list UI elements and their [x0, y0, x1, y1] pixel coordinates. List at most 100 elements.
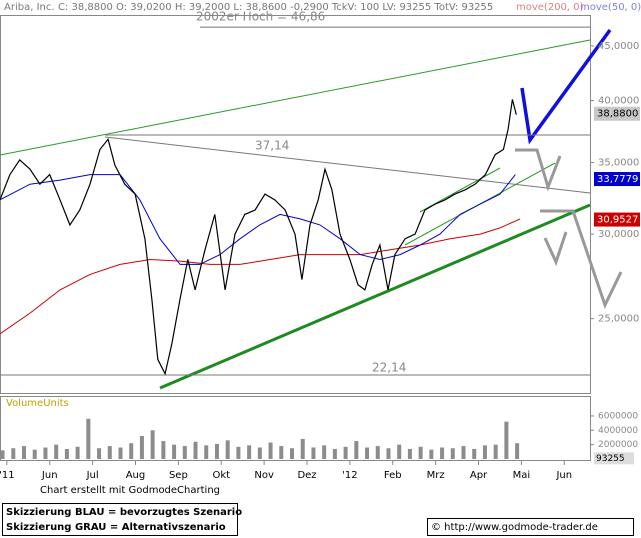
level-label: 22,14: [372, 361, 406, 375]
x-tick-label: Nov: [254, 470, 274, 481]
header-stats: C: 38,8800 O: 39,0200 H: 39,2000 L: 38,8…: [58, 2, 493, 13]
volume-tick-label: 4000000: [598, 426, 638, 436]
volume-bar: [429, 449, 434, 459]
volume-bar: [472, 448, 477, 459]
volume-bar: [150, 430, 155, 459]
volume-bar: [504, 421, 509, 459]
x-tick-label: Aug: [126, 470, 146, 481]
header-title: Ariba, Inc.: [4, 2, 55, 13]
y-tick-label: 25,0000: [598, 314, 639, 325]
volume-tick-label: 2000000: [598, 440, 638, 450]
scenario-gray: [515, 148, 562, 192]
credit: Chart erstellt mit GodmodeCharting: [40, 485, 220, 496]
volume-bar: [450, 448, 455, 459]
last-value-label: 30,9527: [597, 215, 638, 226]
x-tick-label: Okt: [212, 470, 230, 481]
x-tick-label: Jul: [86, 470, 99, 481]
url: © http://www.godmode-trader.de: [431, 522, 598, 533]
last-value-label: 38,8800: [597, 109, 638, 120]
moving-average: [0, 218, 521, 335]
volume-label: VolumeUnits: [6, 398, 69, 409]
x-tick-label: Jun: [41, 470, 58, 481]
header: Ariba, Inc. C: 38,8800 O: 39,0200 H: 39,…: [4, 2, 641, 13]
volume-bar: [214, 443, 219, 459]
volume-bar: [461, 446, 466, 459]
volume-bar: [289, 448, 294, 459]
volume-bar: [397, 444, 402, 459]
volume-tick-label: 6000000: [598, 411, 638, 421]
volume-bar: [97, 448, 102, 459]
volume-bar: [322, 445, 327, 459]
volume-bar: [407, 448, 412, 459]
x-tick-label: Mai: [513, 470, 531, 481]
volume-bar: [236, 446, 241, 459]
x-tick-label: Feb: [384, 470, 402, 481]
volume-bar: [193, 441, 198, 459]
y-tick-label: 40,0000: [598, 96, 639, 107]
legend-entry: move(200, 0): [516, 2, 584, 13]
volume-bar: [182, 446, 187, 459]
support-line: [159, 203, 591, 390]
volume-bar: [418, 446, 423, 459]
volume-bar: [493, 444, 498, 459]
volume-bar: [64, 448, 69, 459]
volume-bar: [386, 448, 391, 459]
volume-bar: [268, 442, 273, 459]
volume-bar: [43, 447, 48, 459]
x-tick-label: Jun: [555, 470, 572, 481]
level-label: 37,14: [255, 138, 289, 152]
volume-bar: [11, 448, 16, 459]
volume-bar: [440, 447, 445, 459]
x-tick-label: Sep: [169, 470, 188, 481]
url-box: [427, 518, 634, 536]
x-tick-label: '12: [342, 470, 357, 481]
note-box: [2, 503, 238, 536]
volume-bar: [247, 445, 252, 459]
volume-bar: [75, 446, 80, 459]
volume-bar: [311, 447, 316, 459]
scenario-blue: [520, 28, 612, 145]
price-line: [0, 99, 517, 376]
volume-bar: [332, 448, 337, 459]
level-label: 2002er Hoch = 46,86: [196, 10, 325, 24]
volume-frame: [0, 396, 591, 461]
volume-bar: [118, 447, 123, 459]
volume-bar: [86, 418, 91, 459]
volume-bar: [22, 446, 27, 459]
volume-bar: [343, 446, 348, 459]
volume-last-box: [594, 452, 634, 465]
x-tick-label: Mrz: [427, 470, 445, 481]
volume-bar: [139, 436, 144, 459]
main-frame: [0, 15, 591, 394]
y-tick-label: 30,0000: [598, 229, 639, 240]
volume-bar: [129, 443, 134, 459]
volume-bar: [257, 447, 262, 459]
volume-bar: [204, 445, 209, 459]
volume-bar: [482, 445, 487, 459]
volume-bar: [161, 441, 166, 459]
y-tick-label: 45,0000: [598, 41, 639, 52]
volume-bar: [279, 446, 284, 459]
volume-bar: [300, 438, 305, 459]
x-tick-label: Dez: [297, 470, 316, 481]
legend-entry: move(50, 0): [580, 2, 641, 13]
last-value-box: [594, 172, 640, 187]
volume-bar: [225, 440, 230, 459]
volume-bar: [365, 447, 370, 459]
volume-bar: [375, 446, 380, 459]
volume-bar: [354, 441, 359, 459]
trend-line: [104, 136, 591, 194]
volume-bar: [107, 446, 112, 459]
volume-last-label: 93255: [596, 454, 625, 464]
trend-line: [0, 39, 591, 156]
volume-bar: [54, 444, 59, 459]
note: Skizzierung GRAU = Alternativszenario: [6, 522, 226, 533]
volume-bar: [32, 449, 37, 459]
last-value-box: [594, 212, 640, 227]
scenario-gray: [540, 209, 623, 309]
volume-bar: [515, 443, 520, 459]
last-value-box: [594, 106, 640, 121]
y-tick-label: 35,0000: [598, 158, 639, 169]
